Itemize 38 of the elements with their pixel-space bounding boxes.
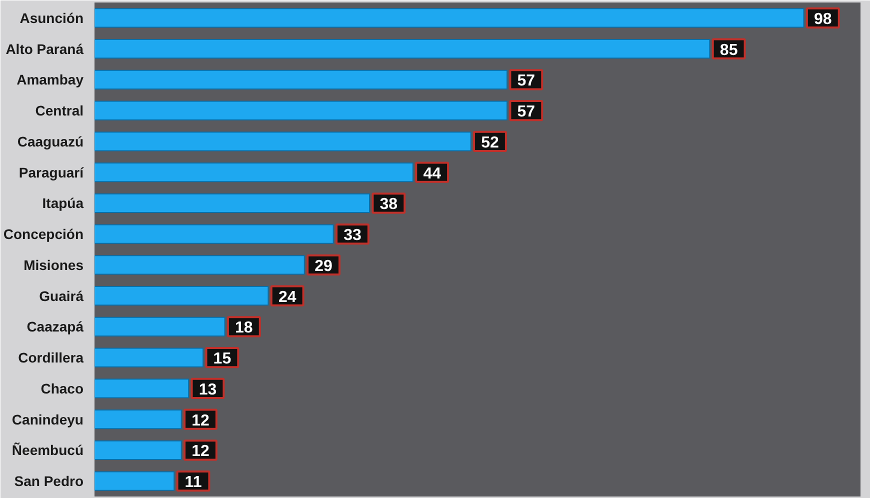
bar (94, 162, 414, 182)
data-label: 85 (720, 42, 738, 59)
data-label: 57 (517, 72, 536, 90)
y-tick-label: Alto Paraná (6, 40, 84, 57)
data-label: 13 (198, 381, 217, 398)
data-label: 98 (814, 10, 832, 28)
data-label: 52 (481, 134, 499, 152)
y-tick-label: Asunción (20, 10, 84, 26)
y-tick-label: Guairá (39, 288, 84, 304)
y-tick-label: Chaco (40, 380, 84, 396)
y-tick-label: Central (35, 102, 84, 119)
data-label: 18 (235, 320, 253, 337)
y-tick-label: Amambay (16, 72, 84, 88)
bar (94, 132, 472, 152)
y-tick-label: Paraguarí (18, 164, 85, 180)
bar (94, 440, 182, 460)
data-label: 24 (278, 288, 296, 306)
data-label: 38 (380, 196, 398, 214)
data-label: 33 (344, 227, 362, 244)
y-tick-label: Itapúa (42, 195, 84, 212)
y-tick-label: Concepción (3, 226, 84, 242)
bar (94, 224, 334, 244)
bar (94, 410, 182, 430)
y-tick-label: Misiones (24, 256, 84, 273)
y-tick-label: Caazapá (26, 318, 84, 335)
bar (94, 255, 305, 275)
y-tick-label: San Pedro (14, 473, 84, 490)
data-label: 57 (517, 104, 536, 121)
data-label: 15 (213, 350, 232, 368)
y-tick-label: Ñeembucú (12, 442, 84, 458)
data-label: 11 (184, 474, 202, 492)
data-label: 29 (314, 258, 333, 275)
y-tick-label: Caaguazú (17, 133, 84, 150)
data-label: 12 (192, 443, 210, 460)
y-tick-label: Canindeyu (12, 411, 84, 428)
data-label: 44 (423, 165, 442, 182)
y-tick-label: Cordillera (18, 350, 84, 366)
data-label: 12 (192, 412, 210, 430)
